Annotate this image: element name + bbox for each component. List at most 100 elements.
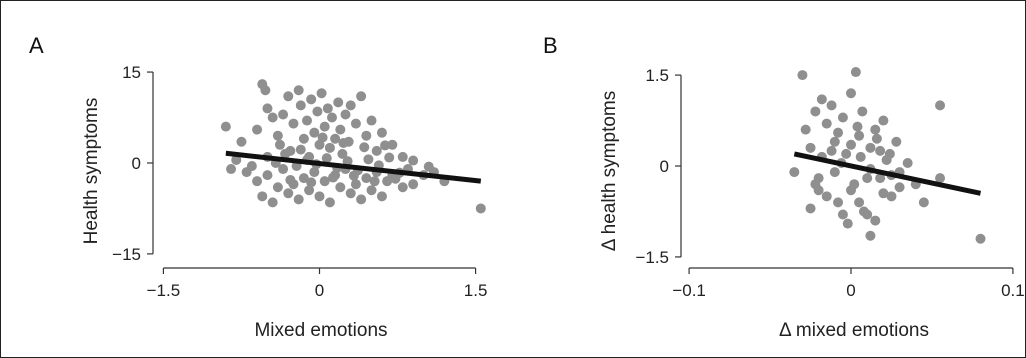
data-point [350,118,361,129]
data-point [298,173,309,184]
data-point [821,191,832,202]
x-tick-label: −1.5 [147,281,181,300]
y-tick-label: 0 [660,157,669,176]
x-axis-label: Mixed emotions [254,320,387,341]
data-point [800,124,811,135]
data-point [854,197,865,208]
data-point [309,127,320,138]
data-point [226,164,237,175]
data-point [283,188,294,199]
data-point [272,182,283,193]
data-point [816,94,827,105]
data-point [295,144,306,155]
data-point [865,230,876,241]
data-point [356,194,367,205]
data-point [870,124,881,135]
data-point [855,151,866,162]
data-point [878,115,889,126]
data-point [330,133,341,144]
data-point [306,94,317,105]
y-tick-label: −1.5 [635,248,669,267]
data-point [366,115,377,126]
y-tick-label: 0 [132,154,141,173]
data-point [231,154,242,165]
data-point [862,173,873,184]
data-point [871,133,882,144]
data-point [805,203,816,214]
data-point [918,197,929,208]
data-point [324,142,335,153]
data-point [846,139,856,150]
data-point [274,139,285,150]
data-point [252,124,263,135]
data-point [475,203,486,214]
y-tick-label: −15 [112,245,141,264]
data-point [342,156,353,167]
data-point [902,157,913,168]
data-point [328,172,339,183]
data-point [350,179,361,190]
x-tick-label: 0 [315,281,324,300]
data-point [789,167,800,178]
data-point [361,130,372,141]
data-point [267,112,278,123]
data-point [280,148,291,159]
data-point [333,97,344,108]
panel-a: A 15 0 −15 −1.5 0 1.5 Mixed emotions Health symp… [29,33,487,341]
data-point [348,170,359,181]
data-point [376,191,387,202]
data-point [321,153,332,164]
data-point [397,182,408,193]
data-point [312,106,323,117]
data-point [852,121,863,132]
data-point [805,142,816,153]
data-point [295,100,306,111]
data-point [369,176,380,187]
data-point [884,148,895,159]
data-point [886,191,897,202]
data-point [380,140,391,151]
data-point [317,132,328,143]
panel-b: B 1.5 0 −1.5−0.1 0 0.1 Δ mixed emotions Δ healt… [543,33,1025,341]
data-point [829,167,840,178]
data-point [837,112,848,123]
data-point [335,182,346,193]
data-point [371,145,382,156]
data-point [304,185,315,196]
data-point [878,188,889,199]
data-point [423,161,434,172]
y-tick-label: 15 [122,63,141,82]
data-point [326,112,337,123]
data-point [797,70,808,81]
data-point [935,100,946,111]
data-point [338,137,349,148]
data-point [293,194,304,205]
data-point [340,109,351,120]
data-point [833,127,844,138]
data-point [314,191,325,202]
data-point [846,185,856,196]
data-point [359,142,370,153]
data-point [293,85,304,96]
data-point [298,133,309,144]
data-point [252,176,263,187]
data-point [376,127,387,138]
data-point [324,197,335,208]
data-point [366,185,377,196]
data-point [335,124,346,135]
y-tick-label: 1.5 [645,66,669,85]
data-point [272,130,283,141]
data-point [829,136,840,147]
data-point [390,173,401,184]
data-point [267,197,278,208]
data-point [854,130,865,141]
data-point [841,148,852,159]
x-tick-label: 0 [846,281,855,300]
data-point [337,148,348,159]
data-point [309,167,320,178]
data-point [850,67,861,78]
data-point [408,155,419,166]
data-point [397,151,408,162]
data-point [285,174,296,185]
